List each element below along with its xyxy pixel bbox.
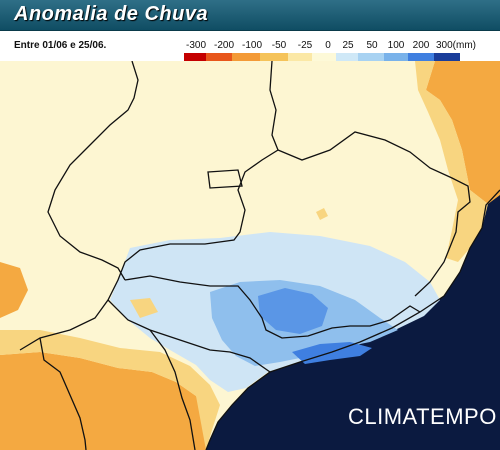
legend-swatch (184, 53, 206, 61)
anomaly-orange-southwest (0, 352, 208, 450)
climatempo-logo: CLIMATEMPO (348, 404, 497, 429)
anomaly-yellow-spot (316, 208, 328, 220)
state-border (124, 275, 421, 339)
legend-label: 0 (325, 40, 331, 51)
state-border (107, 299, 271, 373)
anomaly-yellow-northeast (415, 61, 488, 262)
legend-label: -100 (241, 40, 263, 51)
ocean (206, 190, 500, 450)
anomaly-yellow-spot (130, 298, 158, 318)
legend-swatch (384, 53, 408, 61)
anomaly-yellow-southwest (0, 330, 220, 450)
legend-label: 200 (412, 40, 430, 51)
legend-swatch (206, 53, 232, 61)
legend-label: 300(mm) (435, 40, 477, 51)
period-text: Entre 01/06 e 25/06. (14, 40, 107, 51)
anomaly-orange-northeast (426, 61, 500, 204)
state-border (149, 329, 196, 450)
state-border (277, 131, 471, 297)
legend-label: -300 (185, 40, 207, 51)
state-borders (19, 61, 471, 450)
legend-swatch (358, 53, 384, 61)
legend-label: 100 (387, 40, 405, 51)
legend-label: -200 (213, 40, 235, 51)
map-title: Anomalia de Chuva (14, 3, 209, 25)
legend-swatch (288, 53, 312, 61)
legend-swatch (312, 53, 336, 61)
legend-swatch (336, 53, 358, 61)
legend-label: -50 (271, 40, 287, 51)
state-border (47, 61, 139, 281)
legend-label: 25 (342, 40, 354, 51)
legend-label: -25 (297, 40, 313, 51)
state-border (39, 337, 87, 450)
legend-swatch (260, 53, 288, 61)
anomaly-dark-blue-core (258, 288, 328, 334)
legend-scale-labels: -300 -200 -100 -50 -25 0 25 50 100 200 3… (180, 40, 490, 52)
legend-bar: Entre 01/06 e 25/06. -300 -200 -100 -50 … (0, 31, 500, 61)
title-bar: Anomalia de Chuva (0, 0, 500, 31)
legend-swatch (434, 53, 460, 61)
legend-swatch (232, 53, 260, 61)
state-border (19, 61, 279, 351)
legend-swatch (408, 53, 434, 61)
legend-label: 50 (366, 40, 378, 51)
district-border (207, 169, 243, 189)
anomaly-orange-west-edge (0, 262, 28, 318)
anomaly-map (0, 61, 500, 450)
coastline (205, 189, 500, 450)
